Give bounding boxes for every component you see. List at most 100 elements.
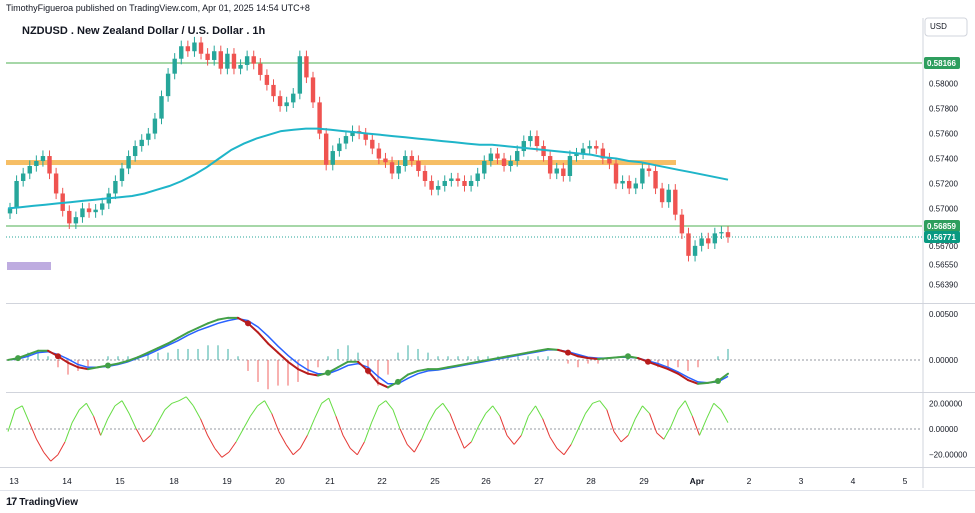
rsi-line-segment — [271, 413, 280, 432]
rsi-line-segment — [100, 418, 109, 436]
rsi-line-segment — [128, 413, 137, 430]
price-tick-label: 0.57600 — [929, 130, 958, 139]
candle-body — [218, 51, 223, 69]
macd-line-segment — [607, 356, 619, 360]
candle-body — [699, 238, 704, 246]
macd-line-segment — [217, 316, 229, 321]
rsi-line-segment — [577, 413, 586, 430]
candle-body — [343, 136, 349, 144]
rsi-line-segment — [627, 418, 636, 436]
price-tag — [924, 220, 960, 233]
candle-body — [706, 238, 711, 244]
rsi-line-segment — [185, 396, 194, 407]
candle-body — [633, 183, 638, 189]
rsi-line-segment — [485, 405, 494, 414]
rsi-line-segment — [563, 444, 572, 455]
publisher-info: TimothyFigueroa published on TradingView… — [6, 3, 310, 13]
candle-body — [198, 42, 204, 54]
candle-body — [159, 96, 164, 119]
macd-line-segment — [197, 322, 209, 329]
rsi-line-segment — [656, 432, 665, 440]
macd-line-segment — [77, 366, 89, 371]
rsi-line-segment — [599, 400, 608, 411]
macd-line-segment — [687, 379, 699, 385]
candle-body — [238, 64, 243, 69]
candle-body — [264, 74, 270, 85]
candle-body — [93, 209, 98, 213]
candle-body — [719, 232, 724, 234]
rsi-line-segment — [642, 405, 650, 414]
rsi-line-segment — [478, 413, 487, 427]
candle-body — [659, 188, 665, 203]
currency-box — [924, 17, 968, 37]
currency-label[interactable]: USD — [930, 22, 947, 31]
price-tick-label: 0.58000 — [929, 80, 958, 89]
macd-cross-dot — [395, 378, 401, 385]
candle-body — [673, 189, 678, 215]
candle-body — [666, 189, 671, 203]
price-tag-label: 0.58166 — [927, 59, 956, 68]
candle-body — [20, 173, 26, 181]
macd-line-segment — [497, 355, 509, 360]
rsi-line-segment — [135, 428, 144, 443]
rsi-line-segment — [713, 402, 722, 411]
candle-body — [692, 245, 698, 256]
candle-body — [416, 161, 421, 171]
macd-line-segment — [67, 361, 79, 369]
macd-line-segment — [337, 360, 349, 369]
candle-body — [277, 96, 283, 107]
tradingview-logo-icon: 17 — [6, 496, 17, 508]
rsi-line-segment — [200, 418, 209, 436]
rsi-line-segment — [392, 409, 401, 430]
candle-body — [152, 118, 158, 134]
macd-cross-dot — [245, 320, 251, 327]
price-tick-label: 0.56390 — [929, 281, 958, 290]
candle-body — [205, 53, 210, 60]
macd-line-segment — [507, 353, 519, 358]
candle-body — [284, 102, 289, 107]
candle-body — [679, 214, 685, 234]
candle-body — [225, 53, 230, 69]
price-tick-label: 0.57200 — [929, 179, 958, 188]
macd-line-segment — [657, 364, 669, 371]
rsi-line-segment — [363, 422, 373, 443]
candle-body — [712, 233, 718, 244]
candle-body — [317, 102, 322, 134]
macd-line-segment — [477, 358, 489, 363]
candle-body — [304, 56, 309, 78]
rsi-line-segment — [299, 435, 308, 449]
candle-body — [534, 136, 540, 147]
time-tick-label: 14 — [62, 476, 72, 486]
rsi-line-segment — [706, 403, 715, 419]
rsi-line-segment — [470, 426, 479, 443]
rsi-line-segment — [542, 418, 551, 437]
rsi-line-segment — [720, 409, 729, 423]
rsi-line-segment — [449, 413, 458, 432]
rsi-line-segment — [7, 409, 16, 432]
candle-body — [34, 161, 39, 167]
rsi-line-segment — [64, 422, 73, 443]
candle-body — [455, 178, 461, 181]
candle-body — [561, 168, 566, 176]
rsi-line-segment — [634, 405, 643, 419]
footer-brand[interactable]: 17 TradingView — [6, 496, 78, 508]
macd-line-segment — [667, 368, 679, 375]
candle-body — [409, 156, 415, 162]
time-tick-label: 13 — [9, 476, 19, 486]
candle-body — [337, 143, 342, 152]
rsi-tick-label: 0.00000 — [929, 425, 958, 434]
candle-body — [119, 168, 125, 181]
rsi-line-segment — [620, 435, 629, 443]
macd-line-segment — [127, 356, 139, 362]
rsi-line-segment — [606, 409, 615, 432]
rsi-line-segment — [71, 409, 80, 423]
rsi-line-segment — [235, 428, 244, 443]
candle-body — [179, 46, 184, 59]
time-tick-label: 19 — [222, 476, 232, 486]
rsi-line-segment — [349, 447, 358, 456]
candle-body — [100, 203, 105, 210]
candle-body — [521, 141, 526, 152]
macd-line-segment — [257, 331, 269, 345]
candle-body — [389, 162, 395, 174]
